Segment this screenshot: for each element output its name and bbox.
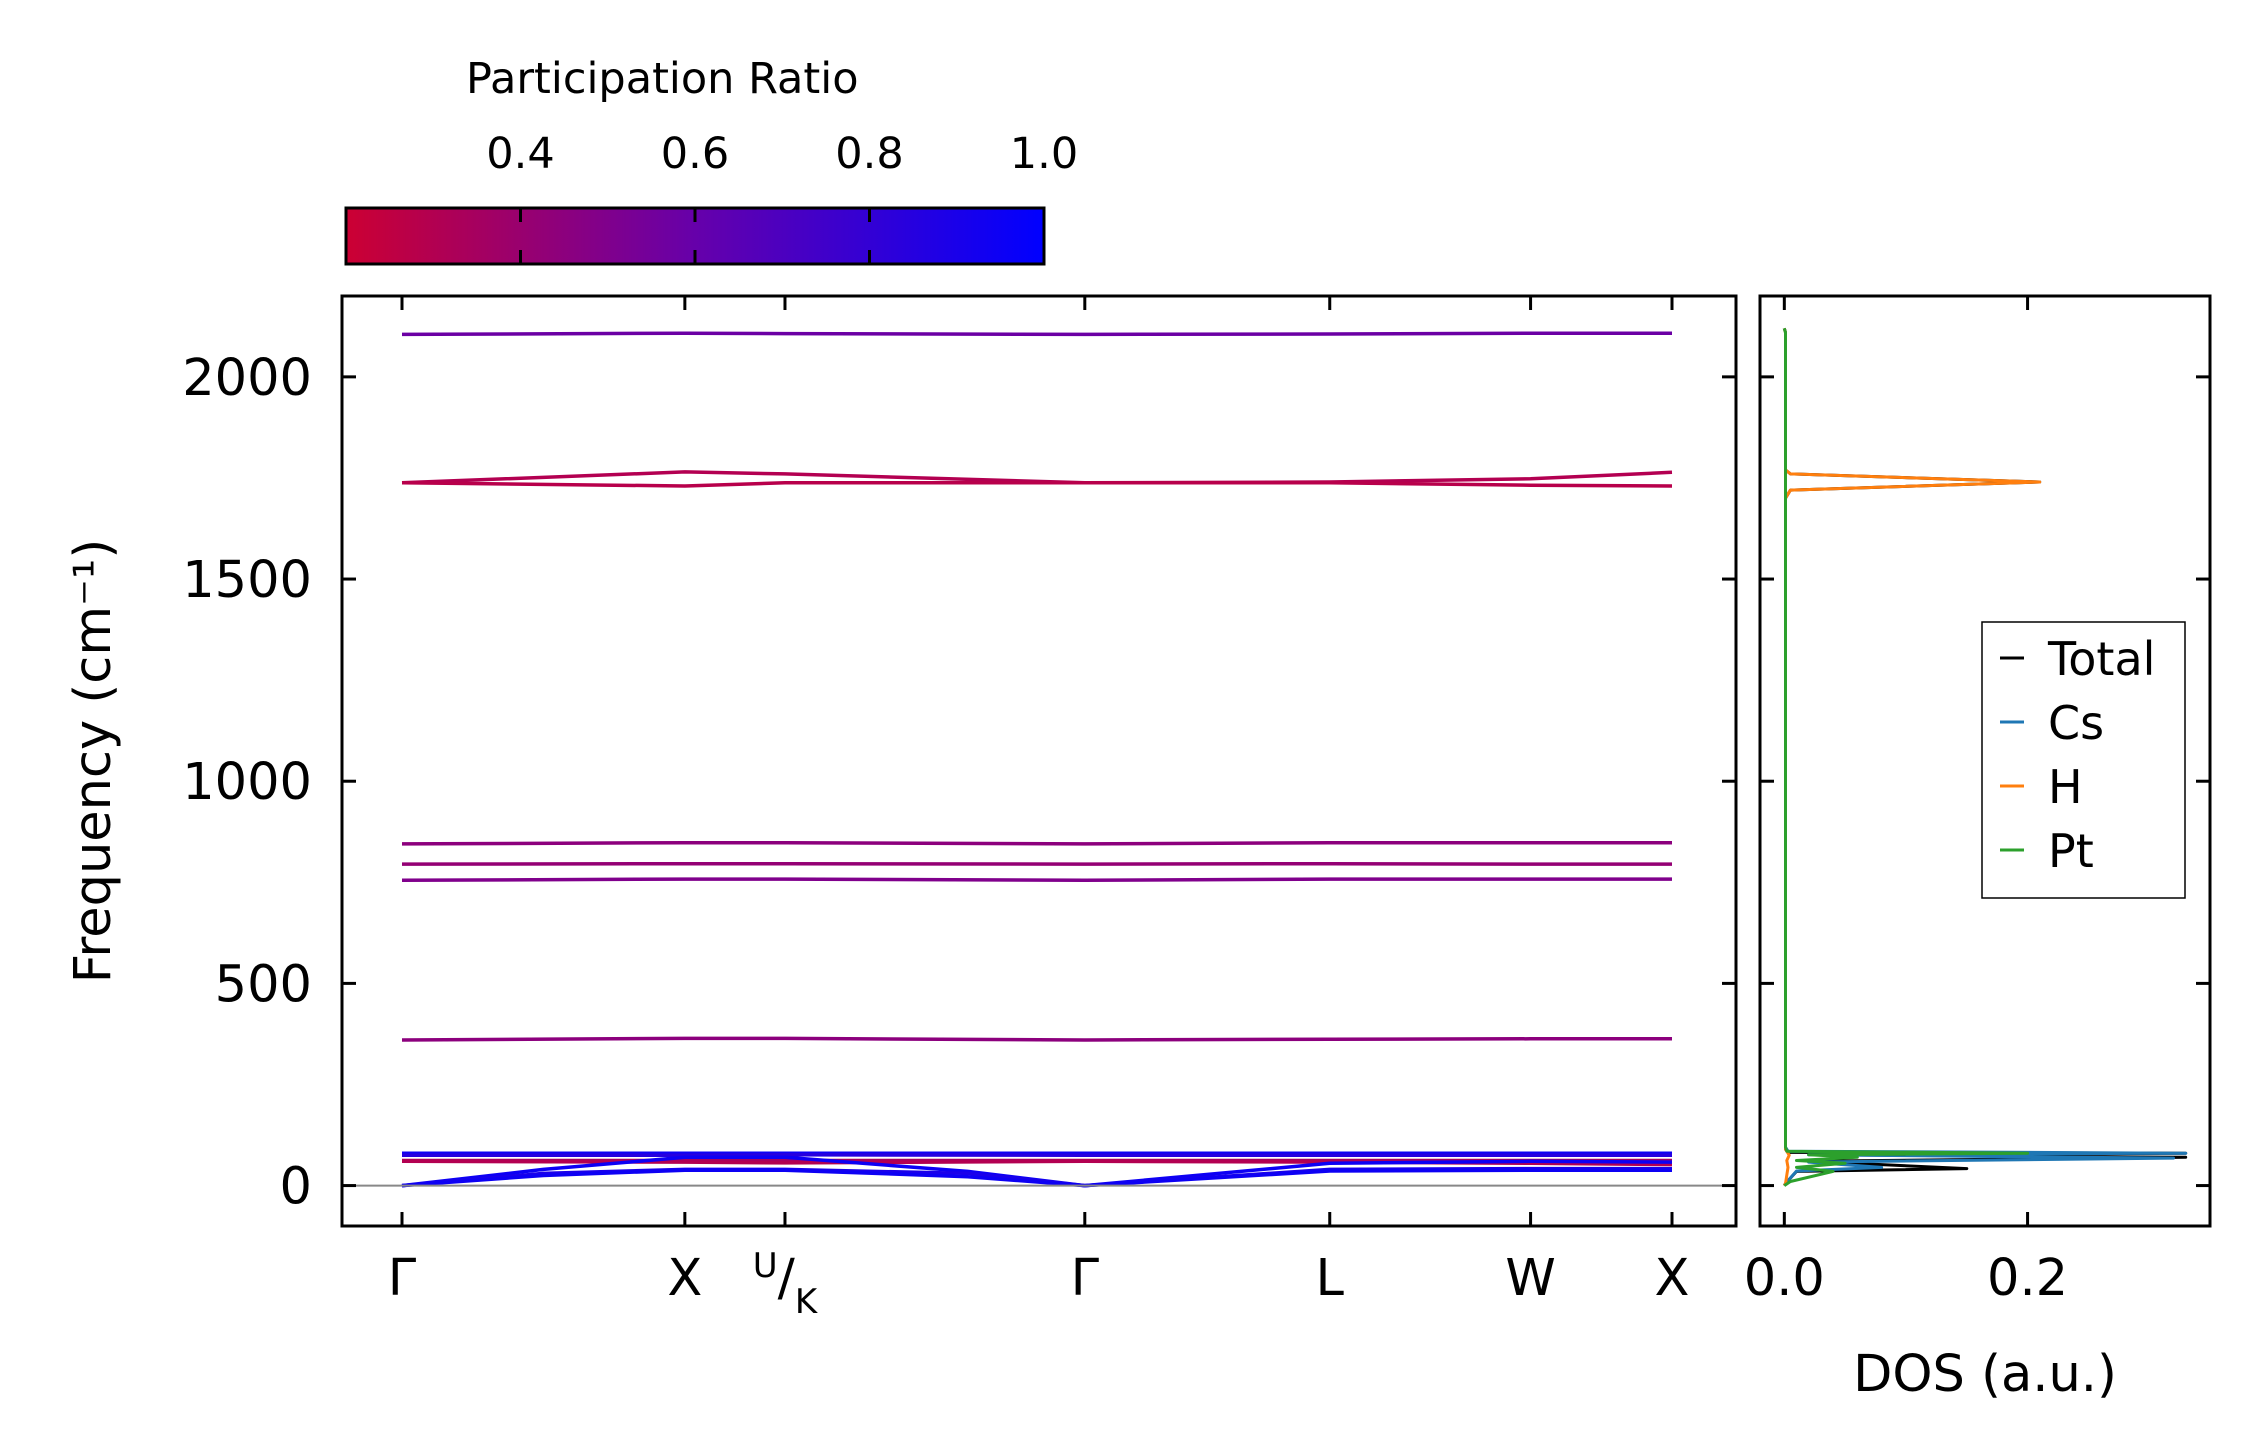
k-point-label: L — [1316, 1249, 1345, 1308]
y-tick-label: 2000 — [182, 349, 312, 408]
colorbar-tick-label: 0.4 — [486, 129, 554, 179]
colorbar-tick-label: 0.8 — [835, 129, 903, 179]
dos-legend: Total Cs H Pt — [1981, 621, 2186, 899]
k-point-label-bottom: K — [795, 1282, 819, 1322]
colorbar: Participation Ratio 0.4 0.6 0.8 1.0 — [344, 54, 1078, 266]
dos-x-axis-label: DOS (a.u.) — [1853, 1345, 2117, 1404]
phonon-band-16 — [401, 331, 1672, 337]
band-plot-frame — [340, 294, 1738, 1228]
band-structure-panel: 0 500 1000 1500 2000 Γ X U/K Γ L W X Frequency (cm… — [64, 294, 1738, 1322]
k-point-label: U/K — [753, 1246, 819, 1322]
phonon-band-6 — [401, 1159, 1673, 1167]
legend-label-h: H — [2048, 760, 2083, 814]
k-point-label-top: U — [753, 1246, 778, 1286]
dos-plot-frame — [1758, 294, 2212, 1228]
colorbar-tick-label: 1.0 — [1010, 129, 1078, 179]
phonon-band-3 — [401, 1168, 1672, 1188]
colorbar-tick-label: 0.6 — [661, 129, 729, 179]
dos-lines — [1782, 327, 2188, 1187]
dos-axes: 0.0 0.2 — [1744, 296, 2210, 1308]
phonon-band-5 — [401, 1155, 1673, 1188]
legend-label-total: Total — [2047, 632, 2155, 686]
k-point-label: Γ — [1071, 1249, 1100, 1308]
phonon-band-11 — [401, 877, 1672, 883]
y-tick-label: 500 — [215, 955, 312, 1014]
legend-label-cs: Cs — [2048, 696, 2104, 750]
colorbar-label: Participation Ratio — [466, 54, 859, 104]
y-tick-label: 1000 — [182, 753, 312, 812]
y-tick-label: 1500 — [182, 551, 312, 610]
legend-box — [1981, 621, 2186, 899]
k-point-label: X — [667, 1249, 702, 1308]
dos-x-tick-label: 0.2 — [1987, 1249, 2068, 1308]
dos-panel: 0.0 0.2 DOS (a.u.) Total Cs H Pt — [1744, 294, 2212, 1404]
k-point-label-slash: / — [778, 1249, 796, 1308]
phonon-band-13 — [401, 840, 1672, 846]
dos-x-tick-label: 0.0 — [1744, 1249, 1825, 1308]
colorbar-ticks: 0.4 0.6 0.8 1.0 — [486, 129, 1078, 264]
y-axis-label: Frequency (cm⁻¹) — [64, 539, 123, 984]
band-y-axis: 0 500 1000 1500 2000 — [182, 349, 1736, 1217]
legend-label-pt: Pt — [2048, 824, 2094, 878]
phonon-band-10 — [401, 1036, 1672, 1042]
k-point-label: Γ — [388, 1249, 417, 1308]
dos-curve-pt — [1782, 327, 2030, 1187]
y-tick-label: 0 — [280, 1158, 312, 1217]
phonon-band-14 — [401, 481, 1673, 488]
band-lines — [401, 331, 1673, 1188]
band-x-axis: Γ X U/K Γ L W X — [388, 296, 1690, 1322]
k-point-label: W — [1505, 1249, 1555, 1308]
k-point-label: X — [1655, 1249, 1690, 1308]
